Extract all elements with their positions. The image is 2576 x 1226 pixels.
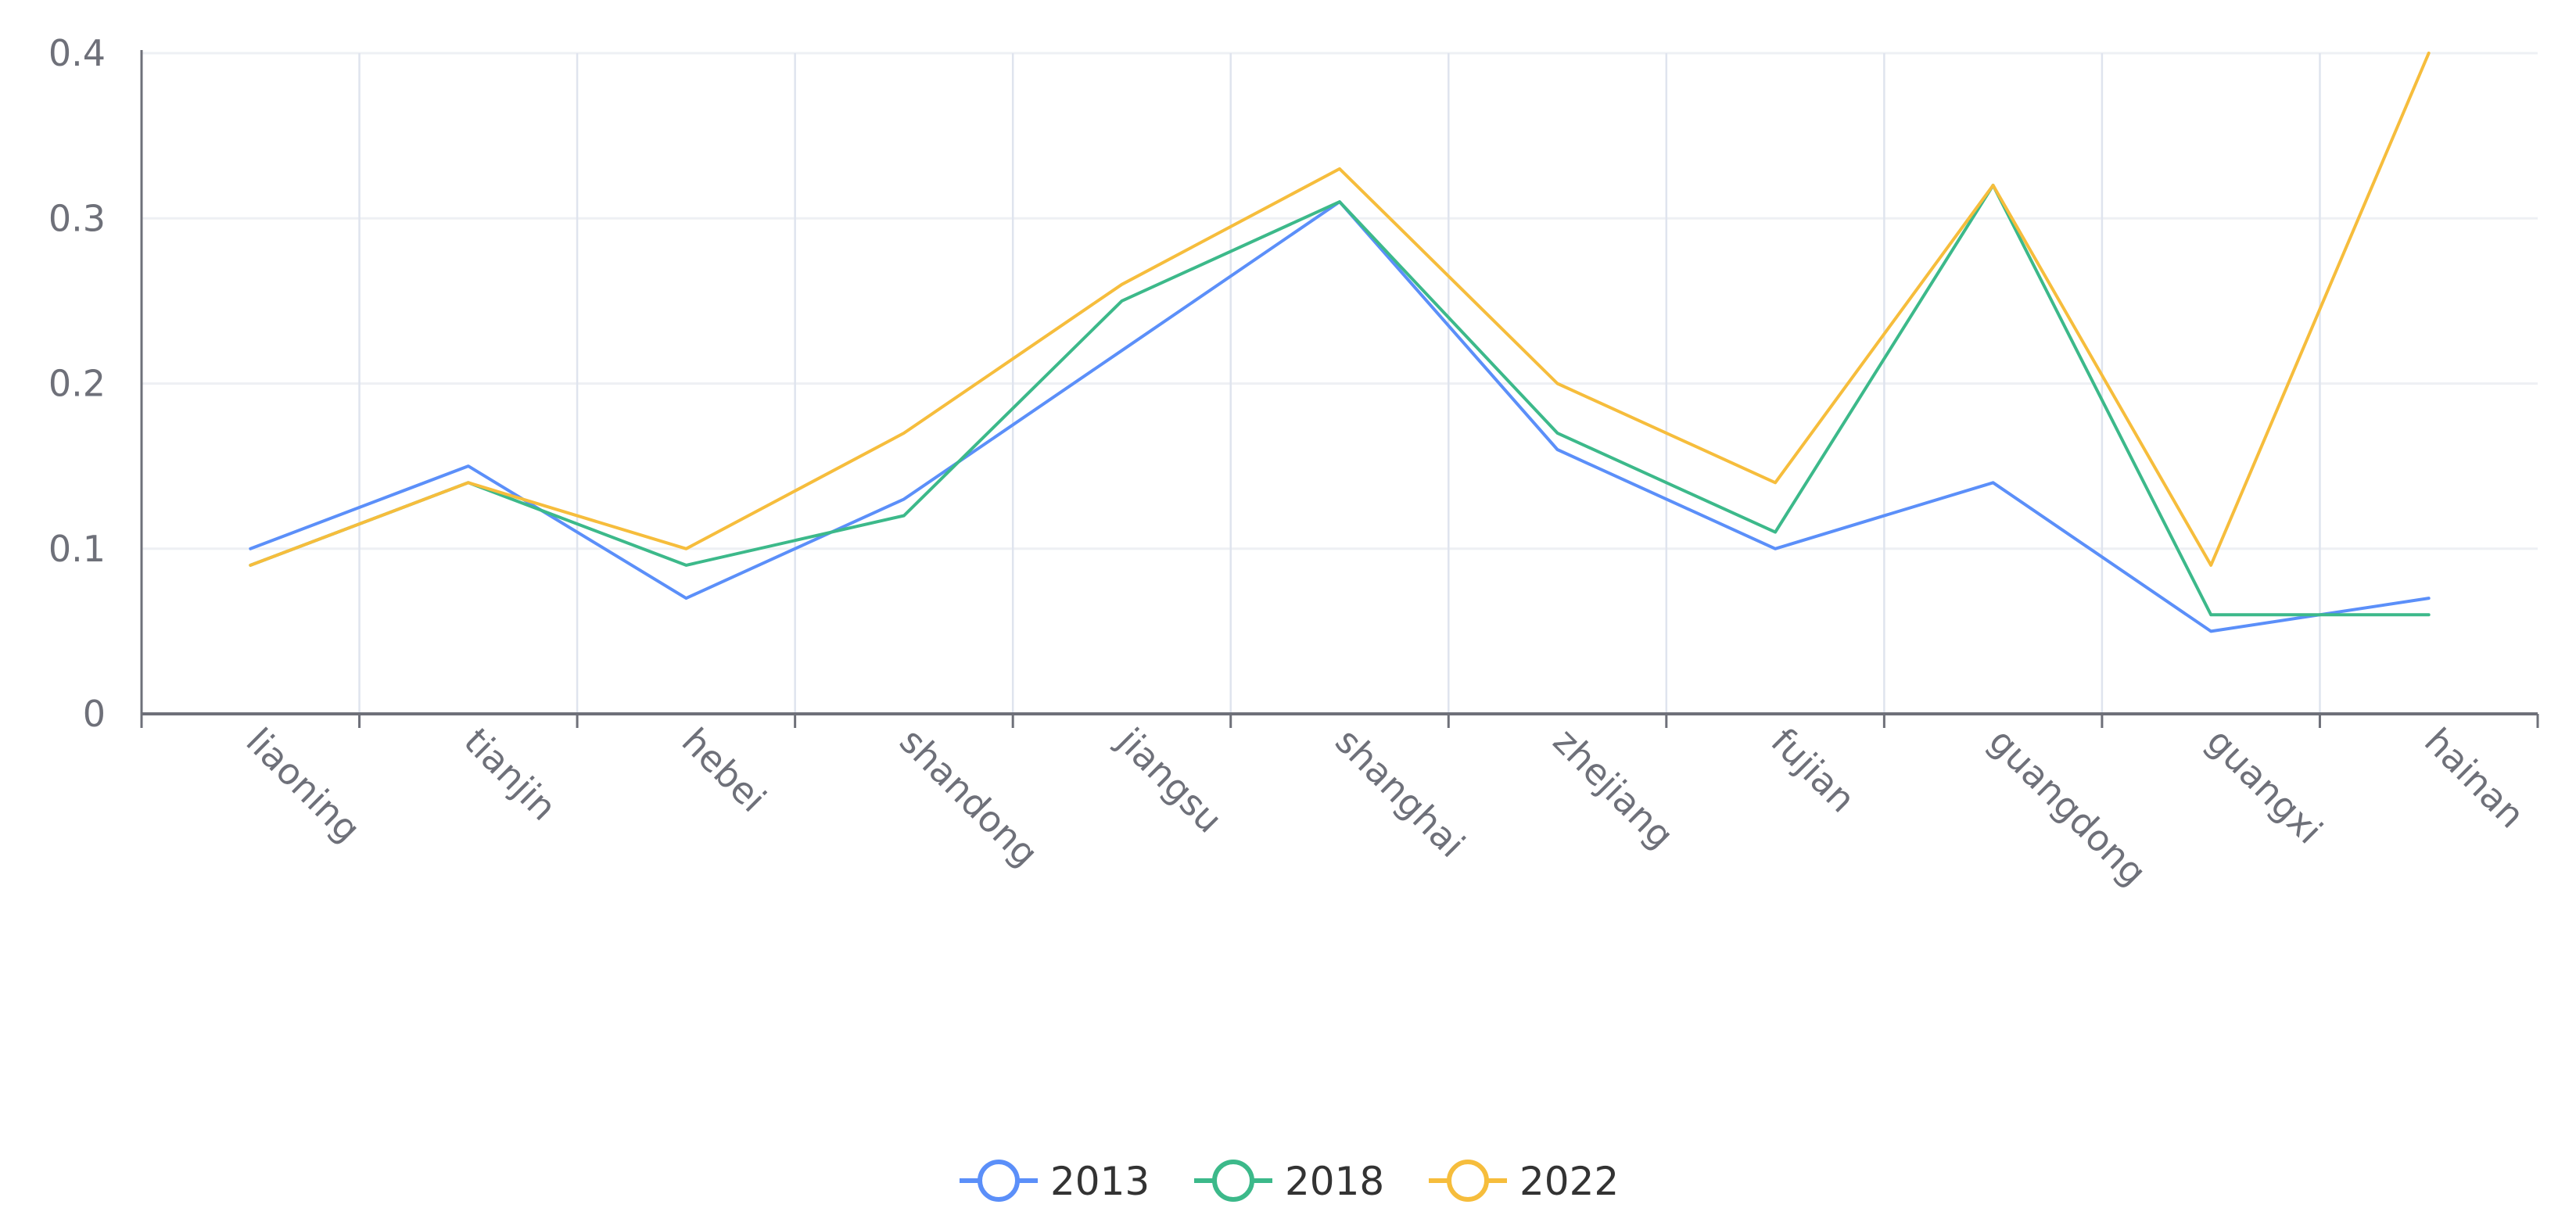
legend-label: 2013 xyxy=(1050,1159,1150,1204)
legend-item-2018[interactable]: 2018 xyxy=(1194,1159,1384,1204)
series-line-2022 xyxy=(249,52,2431,567)
x-tick-label: fujian xyxy=(1763,720,1864,821)
y-tick-label: 0.4 xyxy=(48,32,106,74)
x-tick-label: hainan xyxy=(2416,720,2533,837)
x-tick-label: hebei xyxy=(674,720,775,821)
x-tick-label: guangdong xyxy=(1981,720,2154,894)
y-tick-label: 0.1 xyxy=(48,528,106,570)
legend-marker-icon xyxy=(1212,1160,1254,1202)
x-tick-label: shandong xyxy=(892,720,1046,875)
axis-layer: 0 0.1 0.2 0.3 0.4 liaoning tianjin hebei shandon… xyxy=(48,32,2539,894)
x-tick-label: shanghai xyxy=(1327,720,1473,866)
legend-marker-icon xyxy=(1447,1160,1489,1202)
y-tick-label: 0.3 xyxy=(48,197,106,239)
legend-item-2022[interactable]: 2022 xyxy=(1429,1159,1619,1204)
x-tick-label: jiangsu xyxy=(1109,719,1231,841)
series-layer xyxy=(249,52,2431,633)
x-tick-label: guangxi xyxy=(2198,720,2330,852)
legend-label: 2022 xyxy=(1519,1159,1619,1204)
x-tick-label: tianjin xyxy=(456,720,565,829)
x-tick-label: liaoning xyxy=(238,720,368,851)
legend-marker-icon xyxy=(978,1160,1020,1202)
legend-label: 2018 xyxy=(1285,1159,1384,1204)
y-tick-label: 0 xyxy=(83,693,106,735)
series-line-2018 xyxy=(249,184,2431,617)
legend-item-2013[interactable]: 2013 xyxy=(960,1159,1150,1204)
x-tick-label: zhejiang xyxy=(1545,720,1682,857)
grid-layer xyxy=(142,52,2538,714)
legend[interactable]: 2013 2018 2022 xyxy=(960,1159,1619,1204)
y-tick-label: 0.2 xyxy=(48,363,106,405)
